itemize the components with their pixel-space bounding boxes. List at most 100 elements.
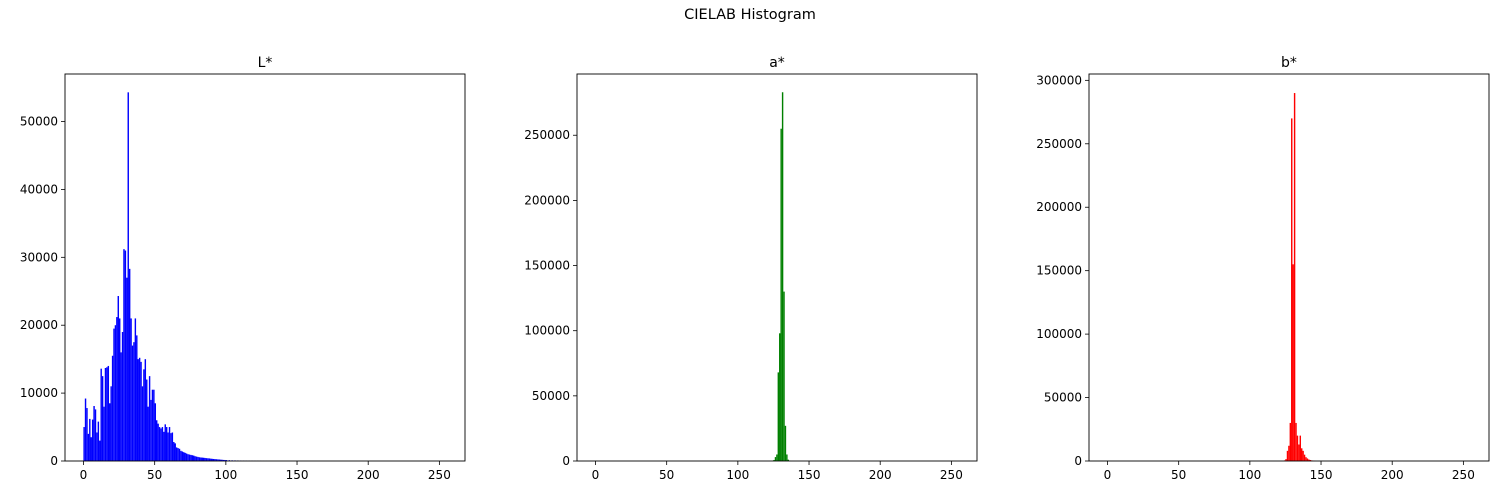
bar [207, 458, 209, 461]
bar [90, 437, 92, 461]
panel-2: 0 50 100 150 200 250 0 50000 100000 150000 200000 2… [524, 55, 978, 482]
bar [1293, 93, 1296, 462]
bar [180, 450, 182, 461]
bar [183, 452, 185, 461]
bar [97, 421, 100, 461]
bar [202, 457, 205, 461]
bar [137, 359, 139, 461]
bar [101, 376, 104, 461]
bar [144, 359, 147, 461]
bar [153, 389, 155, 461]
bar [1302, 450, 1304, 461]
bar [121, 332, 124, 461]
bar [177, 448, 179, 461]
bar [150, 399, 152, 461]
bar [1305, 457, 1307, 461]
bar [217, 459, 219, 461]
bar [188, 454, 191, 461]
bar [109, 403, 111, 461]
bar [786, 454, 788, 461]
bar [1288, 445, 1290, 461]
bar [173, 441, 175, 461]
axes-frame [1088, 73, 1490, 462]
bar [164, 424, 166, 461]
bar [96, 432, 98, 461]
bar [140, 361, 142, 461]
bar [107, 365, 110, 461]
bar [167, 432, 169, 461]
bar [163, 431, 165, 461]
bar [201, 457, 203, 461]
bar [215, 459, 218, 461]
bar [111, 355, 114, 461]
y-tick-label: 50000 [20, 115, 58, 129]
x-tick-label: 0 [592, 468, 600, 482]
y-tick-label: 50000 [1044, 391, 1082, 405]
y-tick-label: 0 [1074, 454, 1082, 468]
bar [204, 457, 206, 461]
x-tick-label: 250 [428, 468, 451, 482]
y-tick-label: 200000 [524, 193, 570, 207]
bar [174, 443, 176, 461]
bar [83, 427, 85, 461]
y-tick-label: 150000 [1036, 264, 1082, 278]
bar [141, 386, 144, 461]
bar [1306, 458, 1309, 461]
bar [168, 427, 171, 461]
x-tick-label: 50 [1171, 468, 1186, 482]
bar [781, 92, 784, 461]
x-tick-label: 250 [1452, 468, 1475, 482]
bar [116, 317, 118, 461]
bar [148, 376, 151, 461]
x-tick-label: 200 [1381, 468, 1404, 482]
bar [184, 452, 186, 461]
bar [89, 418, 91, 461]
x-tick-label: 150 [286, 468, 309, 482]
panel-title: b* [1281, 55, 1297, 71]
bar [783, 291, 785, 461]
y-tick-label: 100000 [1036, 327, 1082, 341]
bar [1296, 435, 1299, 461]
bar [138, 357, 141, 461]
bar [175, 447, 178, 461]
x-tick-label: 0 [80, 468, 88, 482]
bar [1292, 264, 1294, 461]
panel-1: 0 50 100 150 200 250 0 10000 20000 30000 40000 5000… [20, 55, 466, 482]
y-tick-label: 20000 [20, 318, 58, 332]
bar [218, 459, 221, 461]
bar [156, 420, 158, 461]
y-tick-label: 30000 [20, 250, 58, 264]
bar [93, 406, 95, 461]
y-tick-label: 0 [50, 454, 58, 468]
bar [128, 268, 131, 461]
bar [118, 318, 121, 461]
y-tick-label: 0 [562, 454, 570, 468]
bar [1303, 454, 1306, 461]
bar [165, 427, 168, 461]
bar [158, 427, 161, 461]
bar [191, 455, 194, 461]
bar [220, 459, 222, 461]
bar [211, 458, 213, 461]
bar [187, 454, 189, 461]
bar [151, 389, 154, 461]
y-tick-label: 150000 [524, 259, 570, 273]
x-tick-label: 0 [1104, 468, 1112, 482]
bar [1299, 435, 1301, 461]
bar [157, 423, 159, 461]
panel-title: a* [769, 55, 785, 71]
bar [103, 406, 105, 461]
y-tick-label: 300000 [1036, 73, 1082, 87]
y-tick-label: 40000 [20, 182, 58, 196]
figure-title: CIELAB Histogram [684, 7, 816, 23]
bar [171, 432, 174, 461]
bar [143, 369, 145, 461]
bar [1286, 450, 1289, 461]
x-tick-label: 250 [940, 468, 963, 482]
bar [1285, 459, 1287, 461]
panel-title: L* [258, 55, 273, 71]
bar [134, 318, 137, 461]
bar [146, 379, 148, 461]
bar [130, 318, 132, 461]
